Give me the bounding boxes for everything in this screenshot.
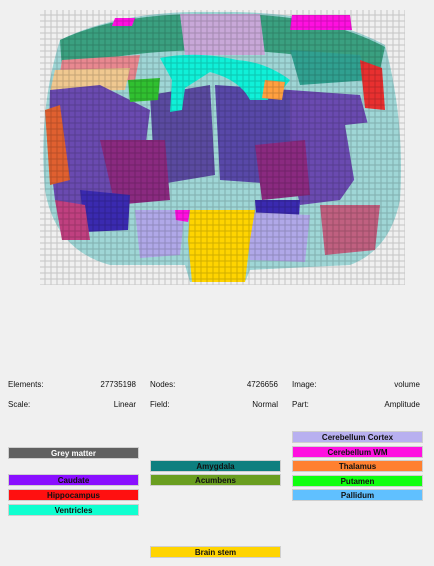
nodes-value: 4726656 <box>246 380 278 389</box>
scale-label: Scale: <box>8 400 31 409</box>
field-label: Field: <box>150 400 170 409</box>
legend-cerebellum-cortex[interactable]: Cerebellum Cortex <box>292 431 423 443</box>
legend-grey-matter[interactable]: Grey matter <box>8 447 139 459</box>
legend-hippocampus[interactable]: Hippocampus <box>8 489 139 501</box>
image-label: Image: <box>292 380 317 389</box>
brain-3d-render[interactable] <box>0 0 434 330</box>
legend-caudate[interactable]: Caudate <box>8 474 139 486</box>
legend-cerebellum-wm[interactable]: Cerebellum WM <box>292 446 423 458</box>
legend-ventricles[interactable]: Ventricles <box>8 504 139 516</box>
nodes-label: Nodes: <box>150 380 176 389</box>
legend-pallidum[interactable]: Pallidum <box>292 489 423 501</box>
scale-value[interactable]: Linear <box>113 400 136 409</box>
legend-thalamus[interactable]: Thalamus <box>292 460 423 472</box>
legend-acumbens[interactable]: Acumbens <box>150 474 281 486</box>
elements-label: Elements: <box>8 380 44 389</box>
legend-brain-stem[interactable]: Brain stem <box>150 546 281 558</box>
part-label: Part: <box>292 400 309 409</box>
image-value[interactable]: volume <box>394 380 420 389</box>
legend-putamen[interactable]: Putamen <box>292 475 423 487</box>
legend-amygdala[interactable]: Amygdala <box>150 460 281 472</box>
part-value[interactable]: Amplitude <box>384 400 420 409</box>
elements-value: 27735198 <box>100 380 136 389</box>
field-value[interactable]: Normal <box>252 400 278 409</box>
